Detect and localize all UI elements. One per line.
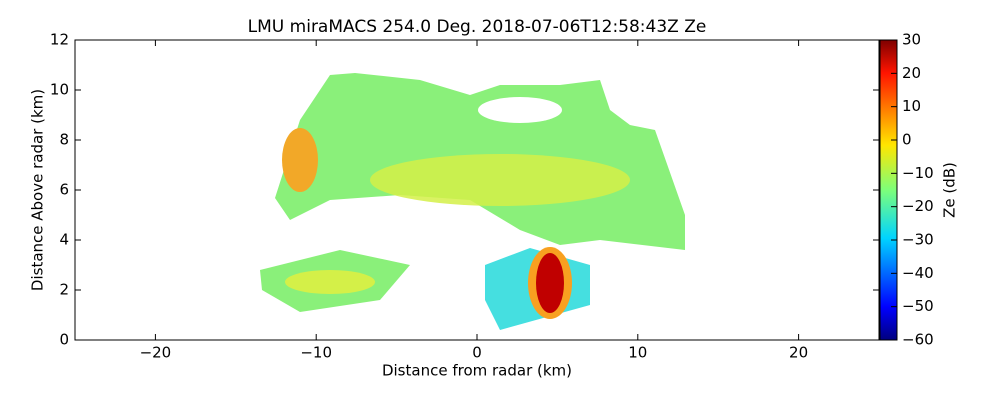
y-tick-label: 12 [50, 31, 69, 49]
x-tick-label: 0 [472, 344, 482, 362]
y-tick-label: 10 [50, 81, 69, 99]
colorbar-tick-label: 10 [902, 97, 921, 115]
y-tick-label: 0 [59, 331, 69, 349]
y-axis-label: Distance Above radar (km) [29, 89, 47, 291]
x-tick-label: 10 [628, 344, 647, 362]
x-tick-label: 20 [789, 344, 808, 362]
colorbar-label: Ze (dB) [941, 162, 959, 218]
y-tick-label: 4 [59, 231, 69, 249]
colorbar-tick-label: −40 [902, 264, 934, 282]
colorbar-tick-label: 20 [902, 64, 921, 82]
colorbar-tick-label: 30 [902, 31, 921, 49]
colorbar-tick-label: −50 [902, 297, 934, 315]
y-tick-label: 2 [59, 281, 69, 299]
y-tick-label: 6 [59, 181, 69, 199]
colorbar-tick-label: 0 [902, 131, 912, 149]
colorbar-tick-label: −30 [902, 231, 934, 249]
colorbar-tick-label: −20 [902, 197, 934, 215]
x-tick-label: −10 [300, 344, 332, 362]
x-axis-label: Distance from radar (km) [382, 362, 572, 380]
chart-title: LMU miraMACS 254.0 Deg. 2018-07-06T12:58… [248, 17, 707, 37]
colorbar-tick-label: −60 [902, 331, 934, 349]
colorbar-tick-label: −10 [902, 164, 934, 182]
reflectivity-field [260, 73, 685, 330]
x-tick-label: −20 [140, 344, 172, 362]
y-tick-label: 8 [59, 131, 69, 149]
colorbar [879, 39, 898, 341]
